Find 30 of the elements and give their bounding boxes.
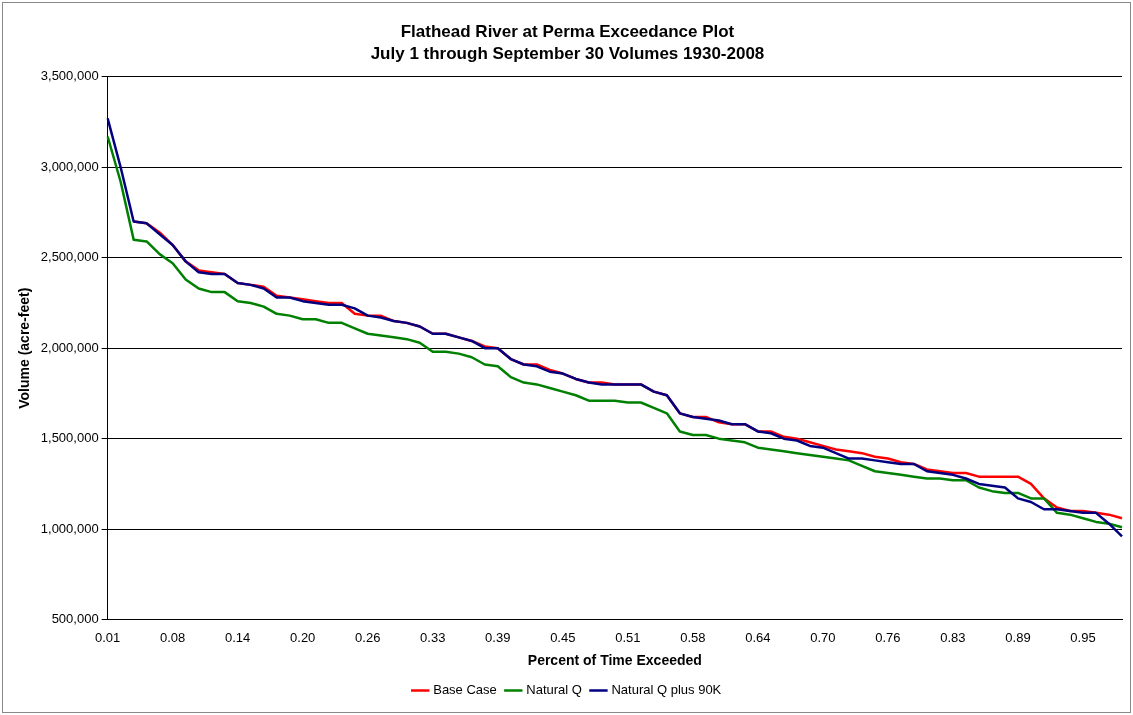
x-tick-label: 0.83 bbox=[940, 629, 966, 645]
y-tick-label: 2,000,000 bbox=[40, 339, 99, 355]
y-tick-label: 3,000,000 bbox=[40, 158, 99, 174]
x-tick-label: 0.89 bbox=[1005, 629, 1031, 645]
x-tick-label: 0.39 bbox=[485, 629, 511, 645]
x-tick-label: 0.70 bbox=[810, 629, 836, 645]
x-tick-label: 0.51 bbox=[615, 629, 641, 645]
y-tick-label: 1,000,000 bbox=[40, 520, 99, 536]
y-axis-title: Volume (acre-feet) bbox=[16, 287, 33, 409]
x-tick-label: 0.76 bbox=[875, 629, 901, 645]
x-tick-label: 0.33 bbox=[420, 629, 446, 645]
legend-label: Natural Q plus 90K bbox=[611, 682, 722, 698]
legend-label: Natural Q bbox=[526, 682, 582, 698]
x-tick-label: 0.95 bbox=[1070, 629, 1096, 645]
x-tick-label: 0.08 bbox=[160, 629, 186, 645]
y-tick-label: 3,500,000 bbox=[40, 68, 99, 84]
chart-title: Flathead River at Perma Exceedance Plot bbox=[400, 21, 735, 41]
y-tick-label: 1,500,000 bbox=[40, 430, 99, 446]
y-tick-label: 2,500,000 bbox=[40, 249, 99, 265]
x-tick-label: 0.26 bbox=[355, 629, 381, 645]
x-tick-label: 0.45 bbox=[550, 629, 576, 645]
x-tick-label: 0.64 bbox=[745, 629, 771, 645]
x-tick-label: 0.58 bbox=[680, 629, 706, 645]
x-tick-label: 0.14 bbox=[225, 629, 251, 645]
y-tick-label: 500,000 bbox=[51, 611, 99, 627]
x-axis-title: Percent of Time Exceeded bbox=[527, 652, 702, 669]
legend-label: Base Case bbox=[433, 682, 497, 698]
x-tick-label: 0.01 bbox=[94, 629, 121, 645]
x-tick-label: 0.20 bbox=[290, 629, 316, 645]
chart-subtitle: July 1 through September 30 Volumes 1930-2008 bbox=[370, 44, 765, 64]
